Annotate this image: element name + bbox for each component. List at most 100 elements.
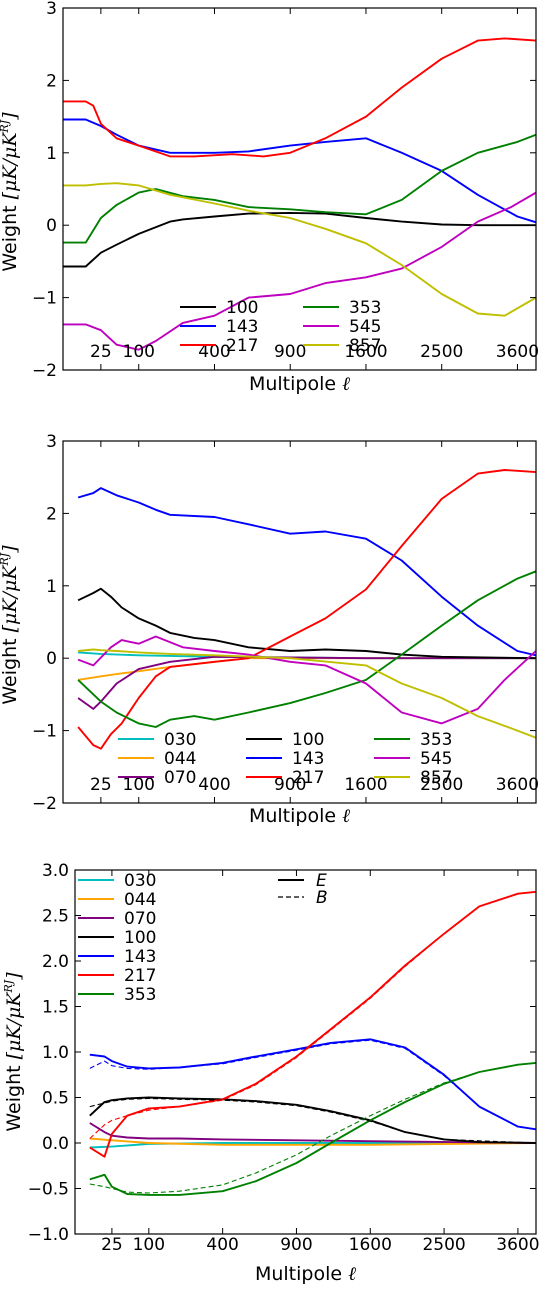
- legend-label-100: 100: [124, 928, 156, 948]
- series-line-143-dashed: [89, 1039, 536, 1130]
- legend-label-217: 217: [292, 768, 324, 788]
- y-axis-label: Weight [μK/μKRJ]: [2, 972, 25, 1132]
- x-tick-label: 1600: [344, 775, 387, 795]
- x-tick-label: 1600: [344, 342, 387, 362]
- y-tick-label: 0: [46, 216, 57, 236]
- x-tick-label: 900: [274, 775, 306, 795]
- x-axis-label: Multipole ℓ: [249, 373, 350, 395]
- series-line-857: [78, 648, 536, 739]
- legend-label-353: 353: [124, 985, 156, 1005]
- y-tick-label: 3: [46, 432, 57, 452]
- legend-label-030: 030: [164, 730, 196, 750]
- legend-label-143: 143: [124, 947, 156, 967]
- x-axis-label-text: Multipole: [249, 373, 342, 395]
- series-line-143: [89, 1038, 536, 1131]
- x-tick-label: 900: [274, 342, 306, 362]
- y-tick-label: 2: [46, 504, 57, 524]
- legend-label-030: 030: [124, 871, 156, 891]
- x-axis-label: Multipole ℓ: [255, 1263, 356, 1285]
- plot-frame: [62, 440, 537, 804]
- series-line-217: [77, 469, 536, 750]
- series-line-143: [63, 118, 536, 224]
- x-axis-label-symbol: ℓ: [342, 805, 350, 827]
- legend-label-070: 070: [164, 768, 196, 788]
- x-tick-label: 25: [101, 1235, 123, 1255]
- y-axis-label: Weight [μK/μKRJ]: [0, 112, 21, 272]
- x-axis-label-symbol: ℓ: [348, 1263, 356, 1285]
- x-tick-label: 100: [123, 775, 155, 795]
- chart-panel-2: 25 100 400 900 1600 2500 3600 −2 −1 0 1 2 3 Multipole…: [0, 432, 539, 827]
- y-tick-label: 1.0: [42, 1043, 69, 1063]
- legend-label-143: 143: [292, 749, 324, 769]
- x-tick-label: 2500: [422, 1235, 465, 1255]
- x-axis-label: Multipole ℓ: [249, 805, 350, 827]
- y-axis-label-close: ]: [0, 545, 21, 554]
- legend-label-353: 353: [349, 298, 381, 318]
- y-tick-label: −0.5: [28, 1180, 69, 1200]
- x-tick-label: 400: [206, 1235, 238, 1255]
- y-axis-label-sup: RJ: [2, 979, 15, 993]
- x-tick-label: 400: [198, 342, 230, 362]
- series-group: [63, 37, 536, 351]
- y-tick-label: −2: [32, 361, 57, 381]
- series-group: [89, 890, 536, 1196]
- legend-label-545: 545: [349, 317, 381, 337]
- y-axis-label-close: ]: [0, 112, 21, 121]
- series-line-100: [77, 587, 536, 660]
- x-axis-label-text: Multipole: [249, 805, 342, 827]
- x-tick-label: 100: [123, 342, 155, 362]
- x-tick-label: 1600: [349, 1235, 392, 1255]
- legend-label-044: 044: [164, 749, 196, 769]
- y-axis-label: Weight [μK/μKRJ]: [0, 545, 21, 705]
- x-tick-label: 2500: [420, 342, 463, 362]
- x-axis-label-text: Multipole: [255, 1263, 348, 1285]
- series-line-100: [89, 1096, 536, 1144]
- legend-label-857: 857: [420, 768, 452, 788]
- x-tick-label: 100: [133, 1235, 165, 1255]
- y-tick-label: 1: [46, 144, 57, 164]
- y-axis-label-unit: [μK/μK: [3, 991, 25, 1060]
- legend-label-143: 143: [226, 317, 258, 337]
- y-tick-label: −1: [32, 289, 57, 309]
- legend-label-070: 070: [124, 909, 156, 929]
- series-line-217: [89, 890, 536, 1158]
- y-axis-label-word: Weight: [0, 632, 21, 704]
- y-axis-label-close: ]: [3, 972, 25, 981]
- series-line-353: [77, 570, 536, 728]
- x-tick-label: 3600: [496, 342, 539, 362]
- y-axis-label-word: Weight: [0, 199, 21, 271]
- y-tick-label: 1: [46, 577, 57, 597]
- series-line-545: [63, 191, 536, 351]
- y-axis-label-unit: [μK/μK: [0, 564, 21, 633]
- y-axis-label-unit: [μK/μK: [0, 131, 21, 200]
- series-line-070: [77, 655, 536, 710]
- y-tick-label: 2.0: [42, 952, 69, 972]
- legend-label-044: 044: [124, 890, 156, 910]
- plot-frame: [62, 7, 537, 371]
- series-line-353-dashed: [89, 1062, 536, 1194]
- y-tick-label: −2: [32, 794, 57, 814]
- x-tick-label: 900: [280, 1235, 312, 1255]
- chart-panel-3: 25 100 400 900 1600 2500 3600 −1.0 −0.5 0.0 0.5 1.0…: [2, 861, 540, 1285]
- legend-label-545: 545: [420, 749, 452, 769]
- series-line-545: [77, 635, 536, 725]
- y-axis-label-word: Weight: [3, 1059, 25, 1131]
- series-line-217: [63, 37, 536, 158]
- x-tick-label: 2500: [420, 775, 463, 795]
- y-tick-label: 0.0: [42, 1134, 69, 1154]
- series-line-100-dashed: [89, 1097, 536, 1144]
- y-tick-label: 1.5: [42, 998, 69, 1018]
- series-line-353: [89, 1061, 536, 1196]
- y-tick-label: 0.5: [42, 1089, 69, 1109]
- x-tick-label: 400: [198, 775, 230, 795]
- x-tick-label: 25: [90, 775, 112, 795]
- series-line-217-dashed: [89, 891, 536, 1139]
- legend-label-353: 353: [420, 730, 452, 750]
- series-line-353: [63, 133, 536, 244]
- y-tick-label: −1: [32, 722, 57, 742]
- series-line-100: [63, 211, 536, 268]
- y-tick-label: 3: [46, 0, 57, 19]
- x-tick-label: 3600: [496, 1235, 539, 1255]
- y-tick-label: 2: [46, 71, 57, 91]
